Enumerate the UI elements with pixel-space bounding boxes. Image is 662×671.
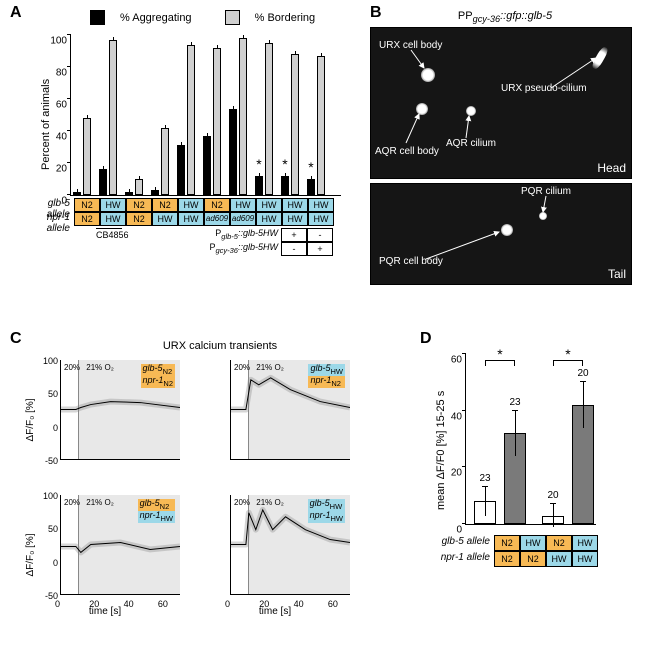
tail-tag: Tail [608,267,626,281]
panel-b-head-image: URX cell body URX pseudo-cilium AQR cili… [370,27,632,179]
panel-b: PPgcy-36::gfp::glb-5Pgcy-36::gfp::glb-5 … [370,10,640,289]
panel-d-ylabel: mean ΔF/F0 [%] 15-25 s [435,391,447,510]
head-label-urx-body: URX cell body [379,40,442,51]
panel-a-ylabel: Percent of animals [40,79,52,170]
panel-d-chart: 020406023232020** [465,354,596,525]
head-tag: Head [597,161,626,175]
panel-label-c: C [10,330,22,348]
panel-label-d: D [420,330,432,348]
panel-a-legend: % Aggregating % Bordering [90,10,345,28]
panel-a: % Aggregating % Bordering Percent of ani… [30,10,350,310]
tail-label-pqr-body: PQR cell body [379,256,443,267]
head-label-urx-cilium: URX pseudo-cilium [501,83,587,94]
panel-c-title: URX calcium transients [70,340,370,352]
panel-a-allele-table: glb-5 alleleN2HWN2N2HWN2HWHWHWHWnpr-1 al… [30,198,350,226]
legend-bord: % Bordering [255,12,316,24]
panel-d-table: glb-5 alleleN2HWN2HWnpr-1 alleleN2N2HWHW [420,535,630,567]
figure-root: A B C D % Aggregating % Bordering Percen… [0,0,662,671]
panel-a-chart: 020406080100*** [70,35,341,196]
panel-c: URX calcium transients 20% 21% O₂glb-5N2… [30,340,370,356]
head-label-aqr-body: AQR cell body [375,146,439,157]
legend-agg: % Aggregating [120,12,192,24]
panel-label-a: A [10,4,22,22]
panel-b-title: PPgcy-36::gfp::glb-5Pgcy-36::gfp::glb-5 [370,10,640,24]
head-label-aqr-cilium: AQR cilium [446,138,496,149]
panel-b-tail-image: PQR cell body PQR cilium Tail [370,183,632,285]
tail-label-pqr-cilium: PQR cilium [521,186,571,197]
panel-b-tail-arrows [371,184,631,284]
